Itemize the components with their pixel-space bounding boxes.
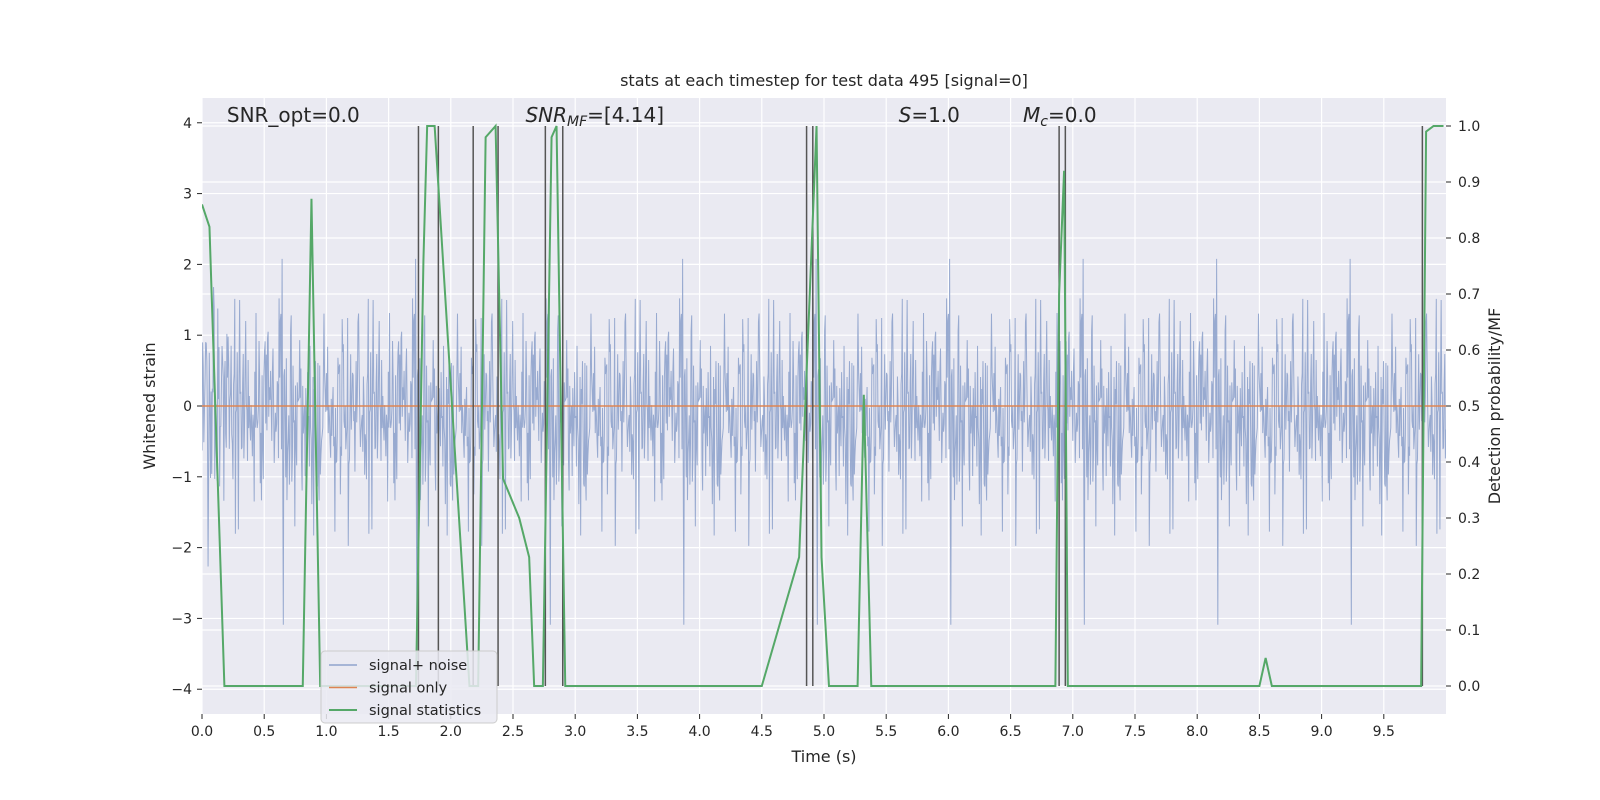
- plot-content: [202, 123, 1446, 687]
- y2-tick-label: 0.4: [1458, 455, 1480, 471]
- annotations: SNR_opt=0.0 SNRMF=[4.14] S=1.0 Mc=0.0: [227, 103, 1097, 130]
- x-tick-label: 9.0: [1310, 724, 1332, 740]
- legend-label: signal only: [369, 681, 448, 697]
- series-signal-statistics: [202, 123, 1444, 687]
- y2-tick-label: 0.5: [1458, 399, 1480, 415]
- y2-tick-label: 0.0: [1458, 679, 1480, 695]
- y2-axis-label: Detection probability/MF: [1485, 308, 1504, 505]
- annotation-s: S=1.0: [899, 103, 960, 127]
- y-tick-label: 2: [183, 257, 192, 273]
- x-tick-label: 7.5: [1124, 724, 1146, 740]
- x-tick-label: 7.0: [1062, 724, 1084, 740]
- y-tick-label: −1: [171, 470, 192, 486]
- x-tick-label: 3.5: [626, 724, 648, 740]
- annotation-snr-mf: SNRMF=[4.14]: [525, 103, 664, 130]
- x-tick-label: 0.0: [191, 724, 213, 740]
- y2-tick-label: 0.6: [1458, 343, 1480, 359]
- y-tick-label: 0: [183, 399, 192, 415]
- y-tick-label: 3: [183, 187, 192, 203]
- annotation-snr-opt: SNR_opt=0.0: [227, 103, 360, 127]
- legend: signal+ noise signal only signal statistic…: [320, 650, 498, 724]
- y2-tick-label: 0.2: [1458, 567, 1480, 583]
- y2-tick-label: 0.9: [1458, 175, 1480, 191]
- x-tick-label: 6.5: [999, 724, 1021, 740]
- x-tick-label: 1.0: [315, 724, 337, 740]
- series-signal-plus-noise: [202, 258, 1446, 625]
- x-tick-label: 4.0: [688, 724, 710, 740]
- x-tick-label: 1.5: [377, 724, 399, 740]
- legend-label: signal+ noise: [369, 658, 467, 674]
- x-tick-label: 5.5: [875, 724, 897, 740]
- y2-tick-label: 1.0: [1458, 119, 1480, 135]
- chart-title: stats at each timestep for test data 495…: [620, 71, 1028, 90]
- y-tick-label: 4: [183, 116, 192, 132]
- annotation-mc: Mc=0.0: [1023, 103, 1097, 130]
- legend-frame: [320, 650, 498, 724]
- y-tick-label: −2: [171, 541, 192, 557]
- x-axis-label: Time (s): [790, 747, 856, 766]
- y-tick-label: −4: [171, 682, 192, 698]
- x-tick-label: 3.0: [564, 724, 586, 740]
- y2-axis-ticks: 0.0 0.1 0.2 0.3 0.4 0.5 0.6 0.7 0.8 0.9 1.0: [1446, 119, 1480, 695]
- y2-tick-label: 0.8: [1458, 231, 1480, 247]
- x-tick-label: 9.5: [1373, 724, 1395, 740]
- x-tick-label: 6.0: [937, 724, 959, 740]
- y-axis-ticks: −4 −3 −2 −1 0 1 2 3 4: [171, 116, 202, 698]
- y-tick-label: 1: [183, 328, 192, 344]
- x-tick-label: 2.5: [502, 724, 524, 740]
- y2-tick-label: 0.7: [1458, 287, 1480, 303]
- x-axis-ticks: 0.0 0.5 1.0 1.5 2.0 2.5 3.0 3.5 4.0 4.5 5.0 5.5 6.0 6…: [191, 714, 1395, 740]
- y2-tick-label: 0.1: [1458, 623, 1480, 639]
- y2-tick-label: 0.3: [1458, 511, 1480, 527]
- y-tick-label: −3: [171, 611, 192, 627]
- x-tick-label: 2.0: [440, 724, 462, 740]
- x-tick-label: 4.5: [751, 724, 773, 740]
- legend-label: signal statistics: [369, 703, 481, 719]
- x-tick-label: 8.0: [1186, 724, 1208, 740]
- x-tick-label: 0.5: [253, 724, 275, 740]
- y-axis-label: Whitened strain: [140, 342, 159, 469]
- x-tick-label: 8.5: [1248, 724, 1270, 740]
- x-tick-label: 5.0: [813, 724, 835, 740]
